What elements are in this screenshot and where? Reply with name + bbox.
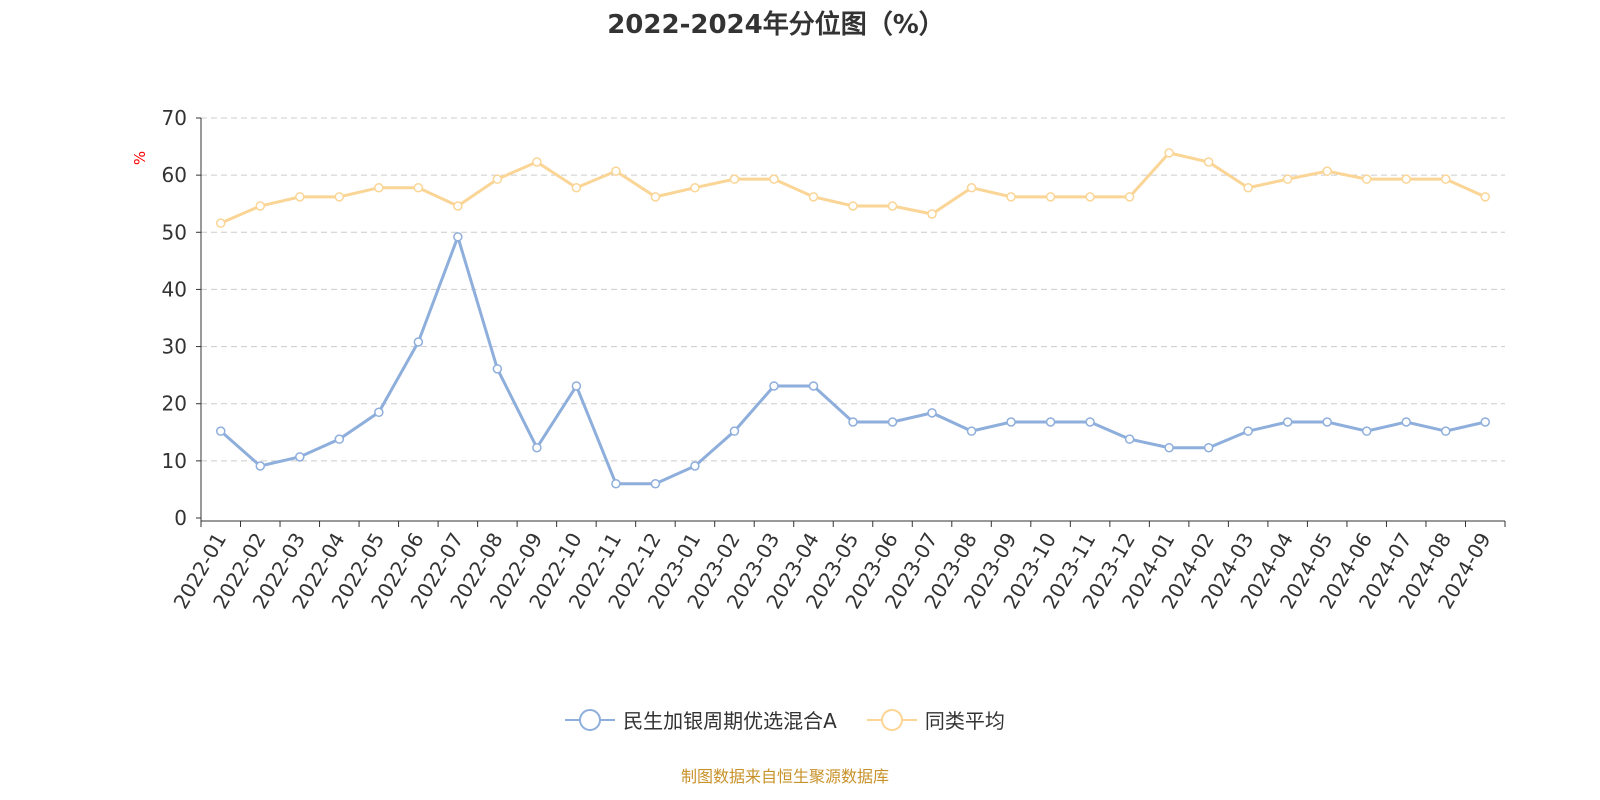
- legend-label: 同类平均: [924, 709, 1005, 733]
- data-point-1: [216, 426, 226, 436]
- data-point-2: [255, 201, 266, 211]
- data-point-1: [848, 417, 858, 427]
- data-point-2: [453, 201, 463, 211]
- y-tick-label: 10: [162, 449, 187, 473]
- data-point-1: [571, 381, 582, 391]
- data-point-1: [887, 417, 898, 427]
- data-point-1: [1440, 426, 1451, 436]
- data-point-1: [1164, 442, 1174, 453]
- data-point-1: [1282, 417, 1293, 427]
- data-point-1: [1006, 417, 1016, 427]
- series-line-1: [219, 232, 1486, 486]
- data-point-2: [1124, 192, 1135, 202]
- data-point-2: [650, 192, 661, 202]
- data-point-1: [334, 434, 345, 444]
- y-tick-label: 60: [162, 163, 187, 187]
- data-point-2: [1480, 192, 1490, 202]
- chart-title: 2022-2024年分位图（%）: [607, 10, 945, 40]
- data-point-1: [611, 478, 621, 489]
- data-point-1: [690, 461, 700, 471]
- legend-item-series2[interactable]: 同类平均: [866, 705, 1005, 734]
- data-point-1: [255, 461, 266, 471]
- data-point-2: [413, 182, 424, 193]
- data-point-1: [1243, 426, 1253, 436]
- data-point-1: [532, 442, 542, 453]
- data-point-2: [295, 192, 305, 202]
- data-point-1: [650, 478, 661, 489]
- data-point-2: [492, 174, 503, 184]
- y-tick-label: 0: [174, 506, 187, 530]
- data-point-1: [1322, 417, 1332, 427]
- y-tick-label: 40: [162, 277, 187, 301]
- data-point-2: [1045, 192, 1056, 202]
- data-point-1: [1085, 417, 1095, 427]
- legend-item-series1[interactable]: 民生加银周期优选混合A: [565, 705, 837, 734]
- data-point-2: [1401, 174, 1411, 184]
- y-tick-label: 20: [162, 392, 187, 416]
- y-tick-label: 70: [162, 106, 187, 130]
- data-point-2: [1203, 157, 1214, 167]
- data-point-2: [887, 201, 898, 211]
- data-point-2: [769, 174, 779, 184]
- data-point-2: [1243, 182, 1253, 193]
- data-point-2: [1164, 148, 1174, 158]
- data-point-1: [1361, 426, 1372, 436]
- data-point-2: [532, 157, 542, 167]
- source-footer: 制图数据来自恒生聚源数据库: [680, 767, 889, 786]
- data-point-2: [690, 182, 700, 193]
- data-point-2: [1085, 192, 1095, 202]
- data-point-2: [611, 166, 621, 176]
- data-point-2: [966, 182, 977, 193]
- data-point-1: [729, 426, 740, 436]
- data-point-1: [1045, 417, 1056, 427]
- y-tick-label: 30: [162, 335, 187, 359]
- data-point-1: [927, 408, 937, 418]
- data-point-1: [492, 364, 503, 374]
- data-point-2: [334, 192, 345, 202]
- data-point-2: [1006, 192, 1016, 202]
- data-point-1: [295, 452, 305, 462]
- data-point-2: [808, 192, 819, 202]
- data-point-1: [808, 381, 819, 391]
- data-point-1: [413, 337, 424, 347]
- data-point-1: [966, 426, 977, 436]
- data-point-2: [1361, 174, 1372, 184]
- legend: 民生加银周期优选混合A 同类平均: [0, 705, 1570, 734]
- data-point-2: [374, 182, 384, 193]
- data-point-1: [1480, 417, 1490, 427]
- data-point-2: [1322, 166, 1332, 176]
- data-point-1: [374, 407, 384, 418]
- data-point-2: [571, 182, 582, 193]
- data-point-1: [1203, 442, 1214, 453]
- data-point-1: [1401, 417, 1411, 427]
- data-point-1: [1124, 434, 1135, 444]
- data-point-2: [1282, 174, 1293, 184]
- data-point-2: [216, 218, 226, 228]
- series-line-2: [220, 151, 1486, 225]
- data-point-2: [927, 209, 937, 219]
- data-point-2: [848, 201, 858, 211]
- legend-label: 民生加银周期优选混合A: [623, 709, 837, 733]
- data-point-1: [453, 232, 463, 242]
- data-point-1: [769, 381, 779, 391]
- data-point-2: [729, 174, 740, 184]
- y-axis-label: %: [131, 151, 149, 165]
- data-point-2: [1440, 174, 1451, 184]
- y-tick-label: 50: [162, 220, 187, 244]
